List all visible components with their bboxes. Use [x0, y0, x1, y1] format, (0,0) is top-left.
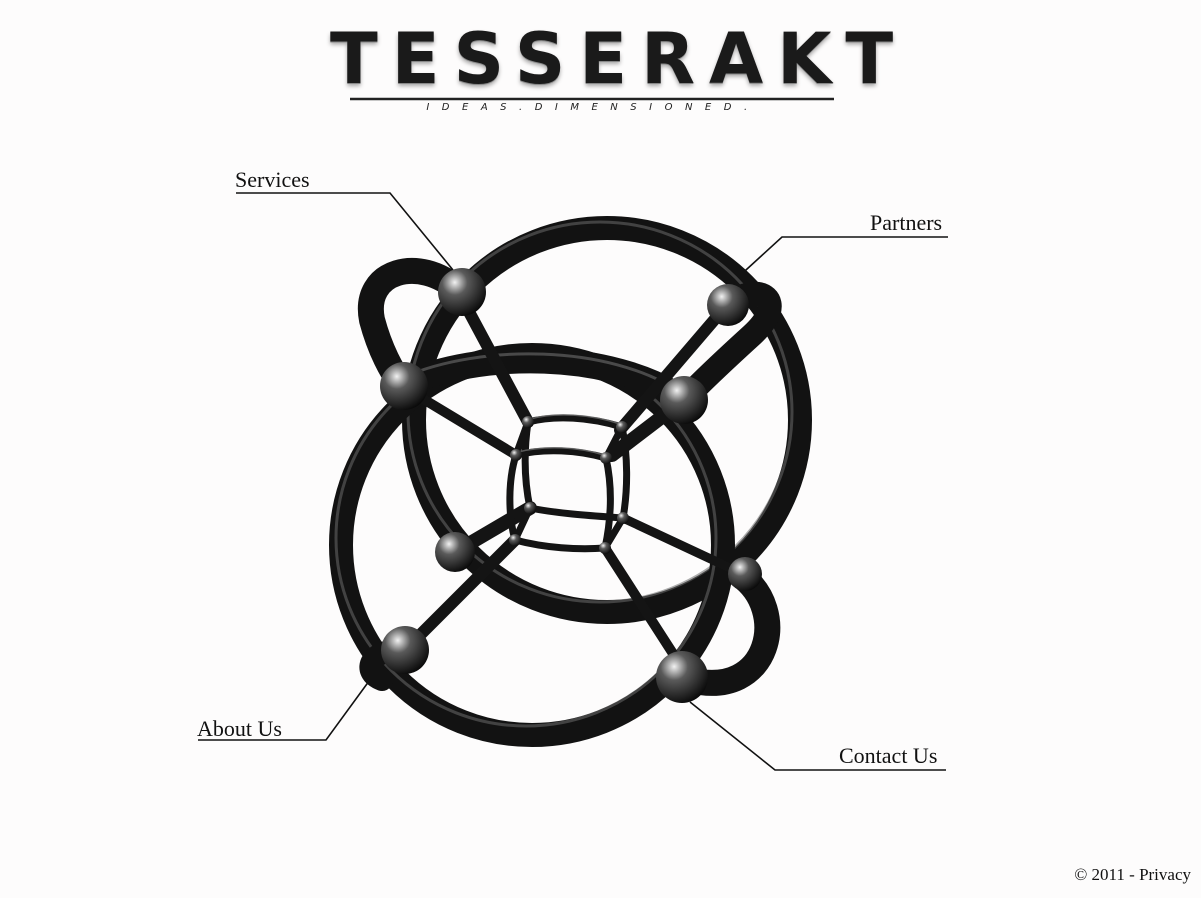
joint-sphere	[656, 651, 708, 703]
logo-tagline: IDEAS.DIMENSIONED.	[426, 102, 760, 113]
partners-leader-line	[734, 236, 948, 281]
bottom-right-loop	[677, 562, 781, 696]
about-leader-line	[198, 676, 373, 741]
copyright-text: © 2011 -	[1074, 865, 1140, 884]
nav-partners-link[interactable]: Partners	[870, 210, 943, 235]
right-loop	[672, 281, 782, 412]
joint-sphere	[524, 502, 536, 514]
joint-sphere	[616, 421, 628, 433]
footer: © 2011 - Privacy	[1074, 864, 1191, 886]
joint-sphere	[380, 362, 428, 410]
joint-sphere	[510, 449, 522, 461]
joint-sphere	[728, 557, 762, 591]
nav-contact-link[interactable]: Contact Us	[839, 743, 938, 768]
joint-sphere	[707, 284, 749, 326]
joint-sphere	[435, 532, 475, 572]
services-leader-line	[236, 192, 454, 271]
joint-sphere	[600, 452, 612, 464]
joint-sphere	[522, 416, 534, 428]
inner-cube	[506, 414, 631, 553]
joint-sphere	[381, 626, 429, 674]
privacy-link[interactable]: Privacy	[1139, 865, 1191, 884]
joint-sphere	[660, 376, 708, 424]
contact-leader-line	[689, 701, 946, 771]
nav-services-link[interactable]: Services	[235, 167, 310, 192]
joint-sphere	[438, 268, 486, 316]
joint-sphere	[617, 512, 629, 524]
joints	[380, 268, 762, 703]
nav-about-link[interactable]: About Us	[197, 716, 282, 741]
joint-sphere	[599, 542, 611, 554]
joint-sphere	[509, 534, 521, 546]
logo-wordmark[interactable]: TESSERAKT	[330, 18, 908, 100]
